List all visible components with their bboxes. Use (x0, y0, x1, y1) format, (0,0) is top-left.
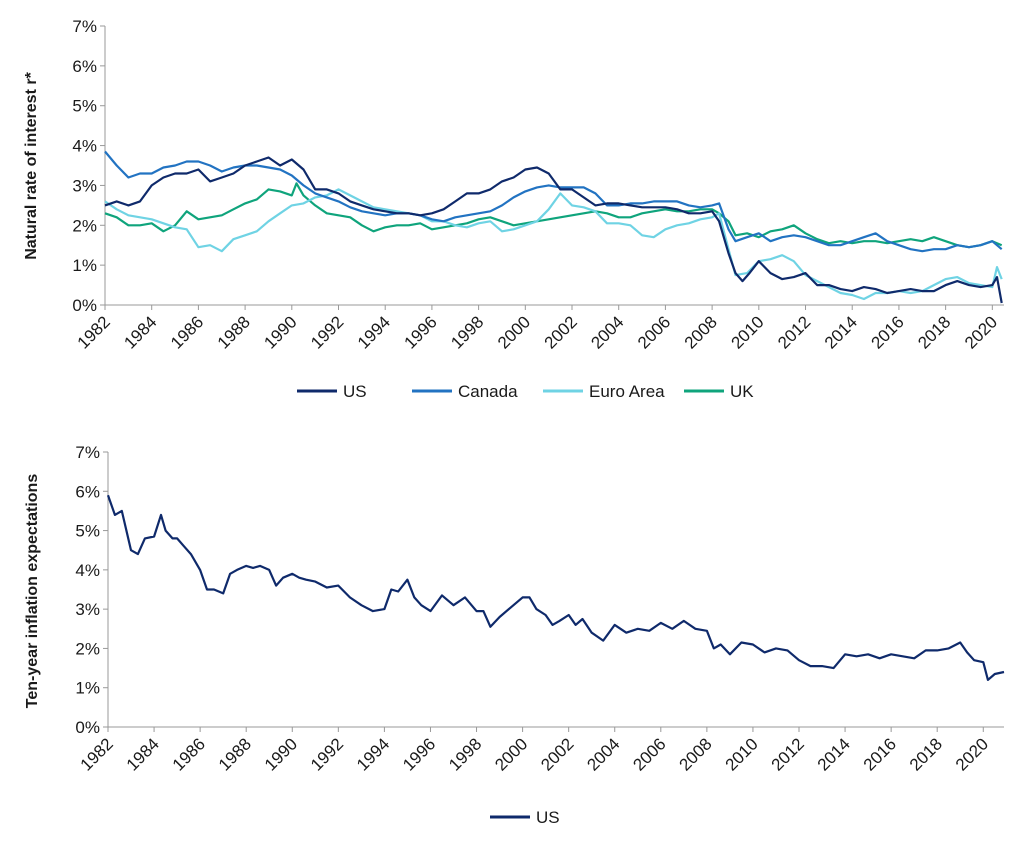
x-tick-label: 2010 (727, 312, 767, 352)
x-tick-label: 1984 (120, 312, 160, 352)
x-tick-label: 2000 (494, 312, 534, 352)
x-tick-label: 2020 (961, 312, 1001, 352)
y-tick-label: 1% (72, 256, 97, 275)
x-tick-label: 1988 (214, 312, 254, 352)
series-line-euro-area (104, 188, 1003, 301)
series-line-us (106, 494, 1005, 681)
x-tick-label: 2018 (914, 312, 954, 352)
x-tick-label: 2008 (676, 734, 716, 774)
x-tick-label: 1988 (215, 734, 255, 774)
x-tick-label: 2014 (821, 312, 861, 352)
x-tick-label: 2004 (583, 734, 623, 774)
y-tick-label: 7% (75, 443, 100, 462)
x-tick-label: 1982 (74, 312, 114, 352)
x-tick-label: 2002 (537, 734, 577, 774)
legend-label-canada: Canada (458, 382, 518, 401)
inflation-expectations-chart: 0% 1% 2% 3% 4% 5% 6% 7% 1982 1984 1986 1988 1990 1992… (24, 443, 1005, 827)
x-tick-label: 2016 (860, 734, 900, 774)
legend-label-euro-area: Euro Area (589, 382, 665, 401)
x-tick-label: 2014 (814, 734, 854, 774)
series-line-us (104, 156, 1003, 304)
x-tick-label: 1990 (260, 312, 300, 352)
x-tick-label: 1982 (77, 734, 117, 774)
y-tick-label: 4% (72, 137, 97, 156)
series-line-canada (104, 150, 1003, 253)
y-tick-label: 5% (75, 522, 100, 541)
x-tick-label: 1998 (445, 734, 485, 774)
legend-label-us: US (536, 808, 560, 827)
y-tick-label: 0% (72, 296, 97, 315)
legend-label-us: US (343, 382, 367, 401)
y-tick-label: 6% (75, 482, 100, 501)
x-tick-label: 1994 (354, 312, 394, 352)
x-tick-label: 2018 (906, 734, 946, 774)
y-tick-label: 2% (75, 639, 100, 658)
x-tick-label: 1996 (399, 734, 439, 774)
y-tick-label: 2% (72, 216, 97, 235)
y-tick-label: 3% (75, 600, 100, 619)
y-tick-label: 1% (75, 679, 100, 698)
x-tick-label: 2004 (587, 312, 627, 352)
x-tick-label: 2002 (541, 312, 581, 352)
x-tick-label: 2008 (681, 312, 721, 352)
y-tick-label: 5% (72, 97, 97, 116)
x-tick-label: 2020 (952, 734, 992, 774)
y-tick-label: 3% (72, 176, 97, 195)
y-axis-label: Ten-year inflation expectations (24, 474, 41, 709)
y-tick-label: 4% (75, 561, 100, 580)
x-tick-label: 1986 (167, 312, 207, 352)
r-star-chart: 0% 1% 2% 3% 4% 5% 6% 7% 1982 1984 1986 1988 1990 1992… (23, 17, 1004, 401)
x-tick-label: 1996 (401, 312, 441, 352)
x-tick-label: 1984 (123, 734, 163, 774)
x-tick-label: 1986 (169, 734, 209, 774)
x-tick-label: 1994 (353, 734, 393, 774)
x-tick-label: 2012 (774, 312, 814, 352)
x-tick-label: 2006 (634, 312, 674, 352)
legend-label-uk: UK (730, 382, 754, 401)
x-tick-label: 2012 (768, 734, 808, 774)
y-axis-label: Natural rate of interest r* (23, 71, 40, 259)
x-tick-label: 2010 (722, 734, 762, 774)
x-tick-label: 2000 (491, 734, 531, 774)
x-tick-label: 2006 (629, 734, 669, 774)
x-tick-label: 1992 (307, 312, 347, 352)
x-tick-label: 1992 (307, 734, 347, 774)
x-tick-label: 1990 (261, 734, 301, 774)
y-tick-label: 6% (72, 57, 97, 76)
y-tick-label: 0% (75, 718, 100, 737)
y-tick-label: 7% (72, 17, 97, 36)
x-tick-label: 1998 (447, 312, 487, 352)
x-tick-label: 2016 (868, 312, 908, 352)
